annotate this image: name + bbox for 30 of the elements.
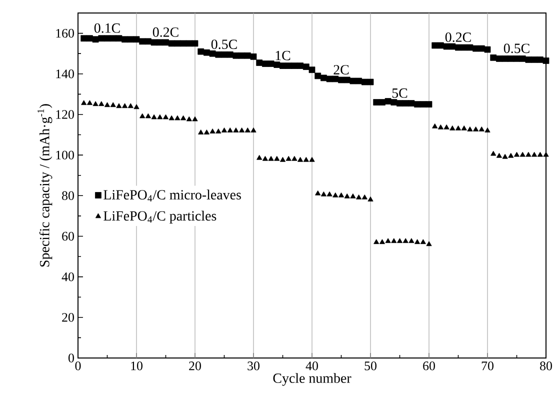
annotation: 0.1C bbox=[94, 23, 120, 33]
y-tick-label: 0 bbox=[68, 354, 74, 362]
annotation: 0.2C bbox=[152, 27, 178, 37]
y-tick-label: 60 bbox=[62, 232, 74, 241]
annotation: 0.2C bbox=[445, 32, 471, 42]
annotation: 0.5C bbox=[504, 44, 530, 54]
annotation: 5C bbox=[392, 88, 408, 98]
x-tick-label: 10 bbox=[131, 362, 142, 370]
x-tick-label: 30 bbox=[248, 362, 260, 370]
x-tick-label: 40 bbox=[306, 362, 318, 370]
annotation: 0.5C bbox=[211, 40, 237, 50]
annotation: 1C bbox=[276, 50, 290, 60]
legend-label: LiFePO$_{4}$/C particles bbox=[104, 210, 216, 224]
y-tick-label: 120 bbox=[56, 110, 74, 119]
y-tick-label: 160 bbox=[56, 28, 74, 38]
y-tick-label: 80 bbox=[62, 191, 74, 200]
x-tick-label: 20 bbox=[189, 362, 201, 370]
y-axis-title: Specific capacity / (mAh·g$^{-1}$) bbox=[38, 104, 52, 267]
y-tick-label: 140 bbox=[56, 70, 74, 78]
x-tick-label: 0 bbox=[75, 362, 81, 370]
y-tick-label: 100 bbox=[56, 150, 74, 160]
x-tick-label: 60 bbox=[423, 362, 435, 370]
legend-label: LiFePO$_{4}$/C micro-leaves bbox=[104, 190, 241, 202]
x-tick-label: 50 bbox=[364, 362, 376, 370]
y-tick-label: 40 bbox=[62, 272, 74, 282]
x-axis-title: Cycle number bbox=[273, 373, 352, 386]
x-tick-label: 70 bbox=[482, 362, 494, 370]
x-tick-label: 80 bbox=[540, 362, 552, 370]
y-tick-label: 20 bbox=[62, 313, 74, 322]
annotation: 2C bbox=[334, 65, 349, 74]
